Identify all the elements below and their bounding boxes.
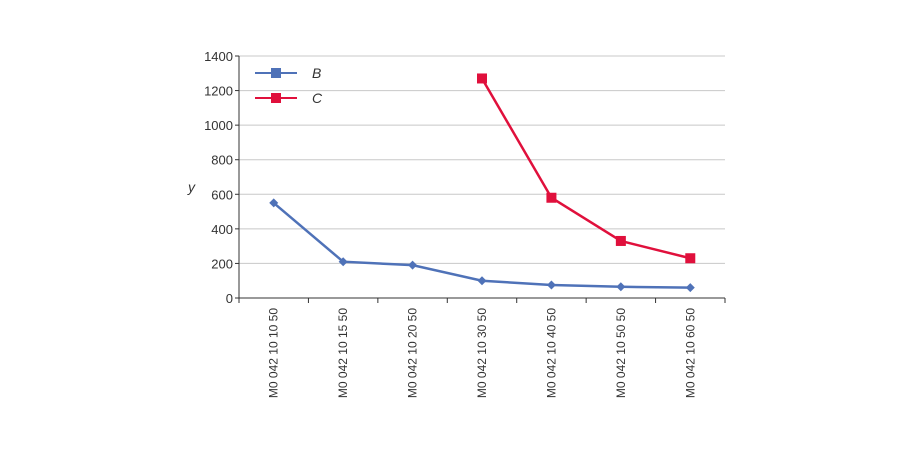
data-point-B: [269, 198, 279, 208]
y-tick-labels: 0 200 400 600 800 1000 1200 1400: [204, 49, 233, 306]
x-tick-label: M0 042 10 15 50: [336, 308, 350, 398]
data-point-B: [338, 257, 348, 267]
data-point-C: [477, 73, 487, 84]
y-tick-label: 400: [211, 222, 233, 237]
y-tick-label: 1200: [204, 84, 233, 99]
data-point-B: [408, 260, 418, 270]
y-tick-label: 200: [211, 256, 233, 271]
legend-marker-B: [271, 68, 281, 78]
series-line-C: [480, 77, 691, 260]
x-tick-label: M0 042 10 40 50: [544, 308, 558, 398]
legend-marker-C: [271, 93, 281, 103]
y-tick-label: 800: [211, 153, 233, 168]
legend: BC: [255, 65, 323, 106]
y-tick-label: 1000: [204, 118, 233, 133]
x-tick-label: M0 042 10 60 50: [683, 308, 697, 398]
y-axis-label: y: [187, 179, 196, 195]
data-point-C: [615, 235, 626, 246]
y-tick-label: 0: [226, 291, 233, 306]
legend-label-B: B: [312, 65, 321, 81]
axes: [235, 55, 726, 303]
x-tick-label: M0 042 10 30 50: [475, 308, 489, 398]
y-tick-label: 600: [211, 187, 233, 202]
x-tick-label: M0 042 10 50 50: [614, 308, 628, 398]
data-point-C: [546, 192, 557, 203]
data-point-B: [546, 280, 556, 290]
series: [269, 73, 696, 293]
series-line-B: [272, 201, 691, 289]
data-point-C: [685, 253, 696, 264]
data-point-B: [685, 283, 695, 293]
y-tick-label: 1400: [204, 49, 233, 64]
x-tick-label: M0 042 10 20 50: [406, 308, 420, 398]
legend-label-C: C: [312, 90, 323, 106]
data-point-B: [477, 276, 487, 286]
gridlines: [239, 55, 725, 264]
x-tick-labels: M0 042 10 10 50 M0 042 10 15 50 M0 042 10 …: [267, 308, 698, 398]
x-tick-label: M0 042 10 10 50: [267, 308, 281, 398]
data-point-B: [616, 282, 626, 292]
